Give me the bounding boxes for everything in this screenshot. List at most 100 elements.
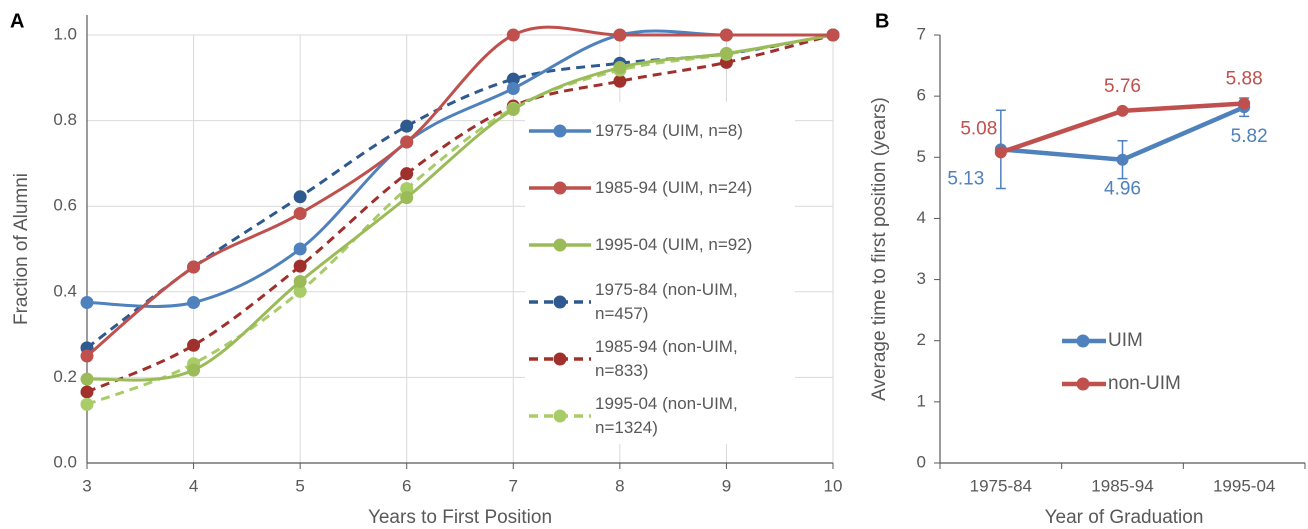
legend-label: 1995-04 (non-UIM, n=1324) [595, 393, 738, 437]
data-point [400, 182, 414, 196]
y-tick-label: 0 [917, 452, 926, 471]
legend-marker [553, 181, 567, 194]
data-label: 5.82 [1231, 126, 1268, 147]
legend-marker [553, 409, 567, 422]
data-point [293, 242, 307, 256]
x-tick-label: 7 [509, 476, 518, 495]
legend: UIM non-UIM [1058, 319, 1208, 405]
legend-entry: non-UIM [1058, 362, 1208, 405]
data-point [506, 72, 520, 86]
series-line [86, 33, 834, 382]
y-axis-title: Average time to first position (years) [869, 97, 890, 401]
data-point [719, 28, 733, 42]
data-point [187, 260, 201, 274]
legend-entry: 1995-04 (UIM, n=92) [525, 216, 795, 273]
legend-label: 1975-84 (UIM, n=8) [595, 120, 743, 140]
series-line [86, 25, 833, 358]
y-tick-label: 7 [917, 24, 926, 43]
legend-swatch [529, 181, 591, 194]
legend-swatch [529, 238, 591, 251]
legend-marker [553, 124, 567, 137]
legend-label: 1995-04 (UIM, n=92) [595, 234, 753, 254]
legend-entry: 1985-94 (non-UIM, n=833) [525, 330, 795, 387]
legend-marker [553, 352, 567, 365]
y-tick-label: 4 [917, 208, 926, 227]
x-tick-label: 6 [402, 476, 411, 495]
panel-label: B [875, 10, 889, 32]
legend-label: 1985-94 (UIM, n=24) [595, 177, 753, 197]
data-point [80, 372, 94, 386]
data-point [506, 28, 520, 42]
data-point [293, 259, 307, 273]
legend-entry: 1985-94 (UIM, n=24) [525, 159, 795, 216]
data-label: 5.13 [947, 168, 984, 189]
data-point [80, 349, 94, 363]
data-point [293, 275, 307, 289]
data-point [719, 46, 733, 60]
x-tick-label: 10 [824, 476, 843, 495]
legend-entry: 1975-84 (non-UIM, n=457) [525, 273, 795, 330]
data-point [293, 206, 307, 220]
legend-swatch [529, 124, 591, 137]
data-point [187, 338, 201, 352]
y-tick-label: 2 [917, 330, 926, 349]
data-point [80, 397, 94, 411]
data-point [400, 167, 414, 181]
y-tick-label: 3 [917, 269, 926, 288]
data-point [80, 385, 94, 399]
data-point [994, 146, 1007, 159]
data-point [826, 28, 840, 42]
y-tick-label: 6 [917, 86, 926, 105]
data-label: 5.76 [1104, 76, 1141, 97]
legend-label: UIM [1108, 329, 1143, 351]
x-axis-title: Years to First Position [368, 507, 552, 528]
legend-label: 1985-94 (non-UIM, n=833) [595, 336, 738, 380]
legend-swatch [1062, 377, 1106, 390]
y-tick-label: 0.6 [53, 196, 77, 215]
y-tick-label: 0.4 [53, 281, 77, 300]
y-axis-title: Fraction of Alumni [11, 173, 32, 325]
data-label: 5.88 [1226, 68, 1263, 89]
legend-marker [1076, 377, 1090, 390]
y-tick-label: 1.0 [53, 24, 77, 43]
legend: 1975-84 (UIM, n=8) 1985-94 (UIM, n=24) 199… [525, 102, 795, 444]
x-axis-title: Year of Graduation [1045, 507, 1204, 528]
x-tick-label: 1975-84 [970, 476, 1032, 495]
data-point [400, 191, 414, 205]
y-tick-label: 0.2 [53, 367, 77, 386]
x-tick-label: 3 [82, 476, 91, 495]
data-point [400, 119, 414, 133]
x-tick-label: 8 [615, 476, 624, 495]
x-tick-label: 4 [189, 476, 198, 495]
data-point [1116, 104, 1129, 117]
panel-label: A [10, 10, 24, 32]
y-tick-label: 0.0 [53, 452, 77, 471]
data-label: 5.08 [960, 118, 997, 139]
data-point [1116, 153, 1129, 166]
data-point [613, 61, 627, 75]
x-tick-label: 9 [722, 476, 731, 495]
legend-entry: UIM [1058, 319, 1208, 362]
data-point [400, 135, 414, 149]
y-tick-label: 5 [917, 147, 926, 166]
data-point [293, 284, 307, 298]
legend-label: 1975-84 (non-UIM, n=457) [595, 279, 738, 323]
legend-label: non-UIM [1108, 372, 1181, 394]
legend-swatch [529, 409, 591, 422]
data-point [1238, 97, 1251, 110]
legend-marker [553, 238, 567, 251]
data-point [613, 74, 627, 88]
data-point [187, 296, 201, 309]
legend-swatch [529, 295, 591, 308]
data-point [506, 82, 520, 95]
legend-swatch [1062, 334, 1106, 347]
data-point [80, 296, 94, 309]
x-tick-label: 5 [295, 476, 304, 495]
data-point [293, 190, 307, 204]
data-label: 4.96 [1104, 179, 1141, 200]
legend-entry: 1995-04 (non-UIM, n=1324) [525, 387, 795, 444]
data-point [613, 28, 627, 42]
x-tick-label: 1995-04 [1213, 476, 1275, 495]
